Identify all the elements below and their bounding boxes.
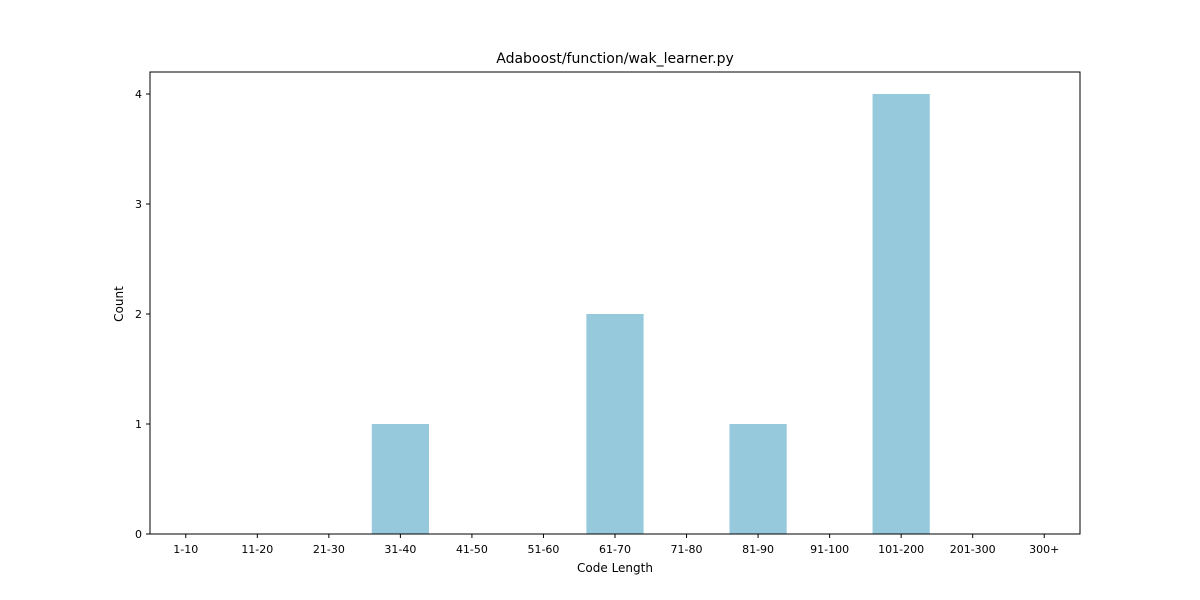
- bars-group: [371, 94, 930, 534]
- x-tick-label: 51-60: [527, 543, 559, 556]
- y-axis-ticks: 0 1 2 3 4: [135, 88, 150, 541]
- bar-61-70: [586, 314, 644, 534]
- x-axis-label: Code Length: [577, 561, 653, 575]
- x-tick-label: 81-90: [742, 543, 774, 556]
- x-tick-label: 61-70: [599, 543, 631, 556]
- x-tick-label: 1-10: [173, 543, 198, 556]
- x-axis-ticks: 1-10 11-20 21-30 31-40 41-50 51-60 61-70 71-80 8…: [173, 534, 1059, 556]
- x-tick-label: 31-40: [384, 543, 416, 556]
- y-axis-label: Count: [112, 286, 126, 322]
- x-tick-label: 21-30: [313, 543, 345, 556]
- x-tick-label: 300+: [1029, 543, 1059, 556]
- bar-81-90: [729, 424, 787, 534]
- y-tick-label: 4: [135, 88, 142, 101]
- y-tick-label: 2: [135, 308, 142, 321]
- x-tick-label: 201-300: [950, 543, 996, 556]
- x-tick-label: 71-80: [671, 543, 703, 556]
- y-tick-label: 3: [135, 198, 142, 211]
- chart-title: Adaboost/function/wak_learner.py: [496, 51, 734, 67]
- bar-31-40: [371, 424, 429, 534]
- x-tick-label: 11-20: [241, 543, 273, 556]
- x-tick-label: 41-50: [456, 543, 488, 556]
- x-tick-label: 101-200: [878, 543, 924, 556]
- x-tick-label: 91-100: [810, 543, 849, 556]
- bar-101-200: [872, 94, 930, 534]
- y-tick-label: 0: [135, 528, 142, 541]
- y-tick-label: 1: [135, 418, 142, 431]
